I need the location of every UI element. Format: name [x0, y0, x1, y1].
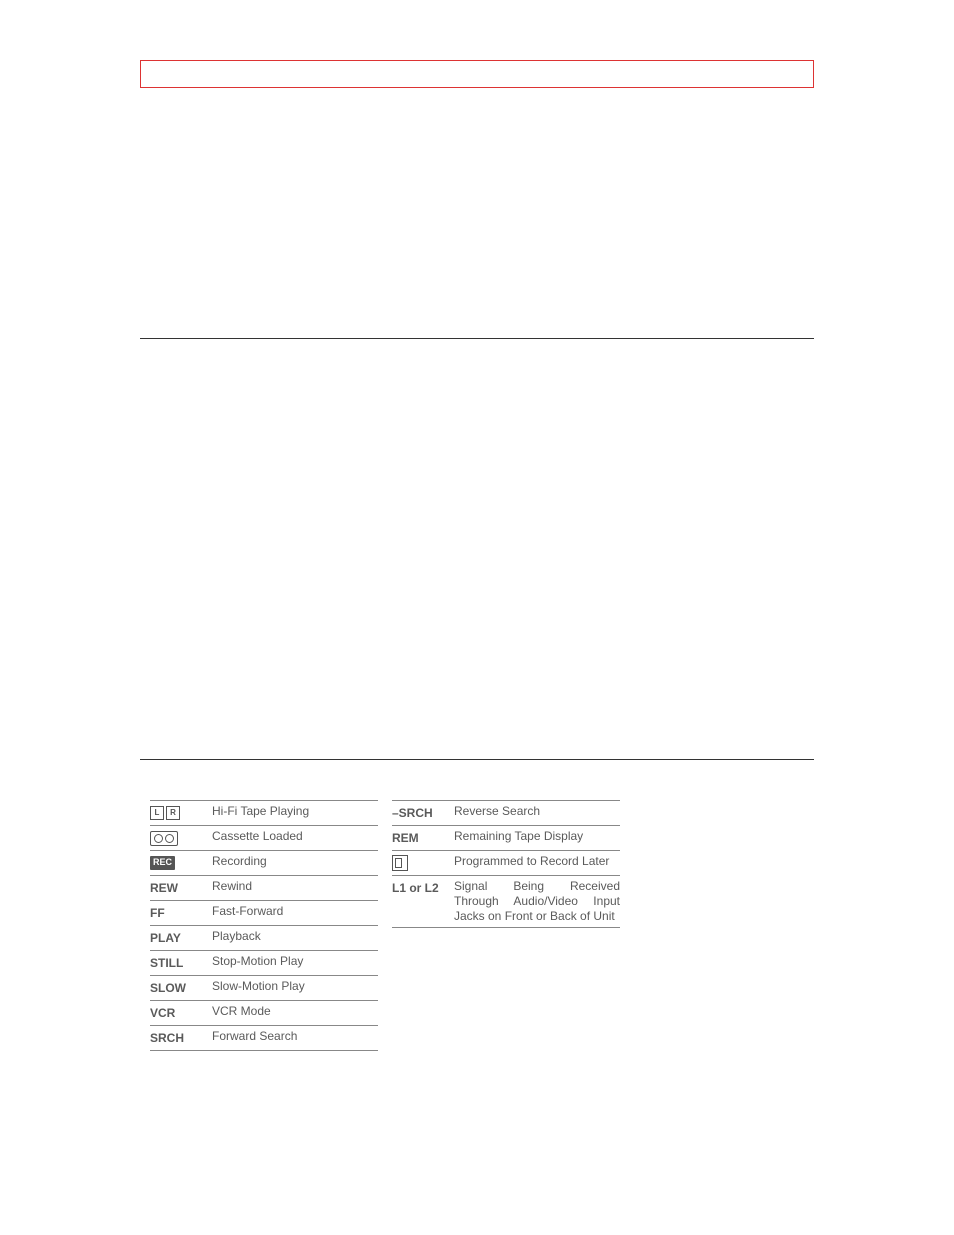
legend-row: FF Fast-Forward	[150, 900, 378, 925]
legend-row: Cassette Loaded	[150, 825, 378, 850]
legend-left-column: LR Hi-Fi Tape Playing Cassette Loaded RE…	[150, 800, 378, 1051]
legend-row: Programmed to Record Later	[392, 850, 620, 875]
legend-label: SLOW	[150, 979, 212, 997]
program-timer-icon	[392, 855, 408, 871]
legend-row: –SRCH Reverse Search	[392, 800, 620, 825]
legend-label	[392, 854, 454, 872]
legend-row: SLOW Slow-Motion Play	[150, 975, 378, 1000]
rec-icon: REC	[150, 856, 175, 869]
legend-row: VCR VCR Mode	[150, 1000, 378, 1025]
legend-desc: Stop-Motion Play	[212, 954, 378, 969]
legend-label: LR	[150, 804, 212, 822]
legend-row: REW Rewind	[150, 875, 378, 900]
legend-row: PLAY Playback	[150, 925, 378, 950]
legend-desc: Recording	[212, 854, 378, 869]
legend-label: REW	[150, 879, 212, 897]
legend-label: VCR	[150, 1004, 212, 1022]
legend-desc: VCR Mode	[212, 1004, 378, 1019]
legend-row: REM Remaining Tape Display	[392, 825, 620, 850]
red-outline-box	[140, 60, 814, 88]
legend-desc: Fast-Forward	[212, 904, 378, 919]
legend-label: PLAY	[150, 929, 212, 947]
legend-desc: Signal Being Received Through Audio/Vide…	[454, 879, 620, 924]
legend-label: –SRCH	[392, 804, 454, 822]
legend-label: REM	[392, 829, 454, 847]
legend-desc: Remaining Tape Display	[454, 829, 620, 844]
spacer	[140, 339, 814, 759]
cassette-icon	[150, 831, 178, 846]
legend-label: FF	[150, 904, 212, 922]
legend-label: SRCH	[150, 1029, 212, 1047]
legend-desc: Slow-Motion Play	[212, 979, 378, 994]
legend-desc: Programmed to Record Later	[454, 854, 620, 869]
legend-label: REC	[150, 854, 212, 872]
legend-row: REC Recording	[150, 850, 378, 875]
legend-row: SRCH Forward Search	[150, 1025, 378, 1051]
legend-label: STILL	[150, 954, 212, 972]
page: LR Hi-Fi Tape Playing Cassette Loaded RE…	[0, 0, 954, 1235]
legend-right-column: –SRCH Reverse Search REM Remaining Tape …	[392, 800, 620, 1051]
hifi-lr-icon: LR	[150, 806, 180, 820]
legend-label	[150, 829, 212, 847]
legend-row: LR Hi-Fi Tape Playing	[150, 800, 378, 825]
legend-desc: Rewind	[212, 879, 378, 894]
legend-row: STILL Stop-Motion Play	[150, 950, 378, 975]
spacer	[140, 88, 814, 338]
legend-label: L1 or L2	[392, 879, 454, 897]
legend-desc: Forward Search	[212, 1029, 378, 1044]
legend-row: L1 or L2 Signal Being Received Through A…	[392, 875, 620, 928]
legend-desc: Cassette Loaded	[212, 829, 378, 844]
spacer	[140, 760, 814, 800]
legend-desc: Hi-Fi Tape Playing	[212, 804, 378, 819]
legend-desc: Reverse Search	[454, 804, 620, 819]
indicator-legend: LR Hi-Fi Tape Playing Cassette Loaded RE…	[150, 800, 620, 1051]
legend-desc: Playback	[212, 929, 378, 944]
